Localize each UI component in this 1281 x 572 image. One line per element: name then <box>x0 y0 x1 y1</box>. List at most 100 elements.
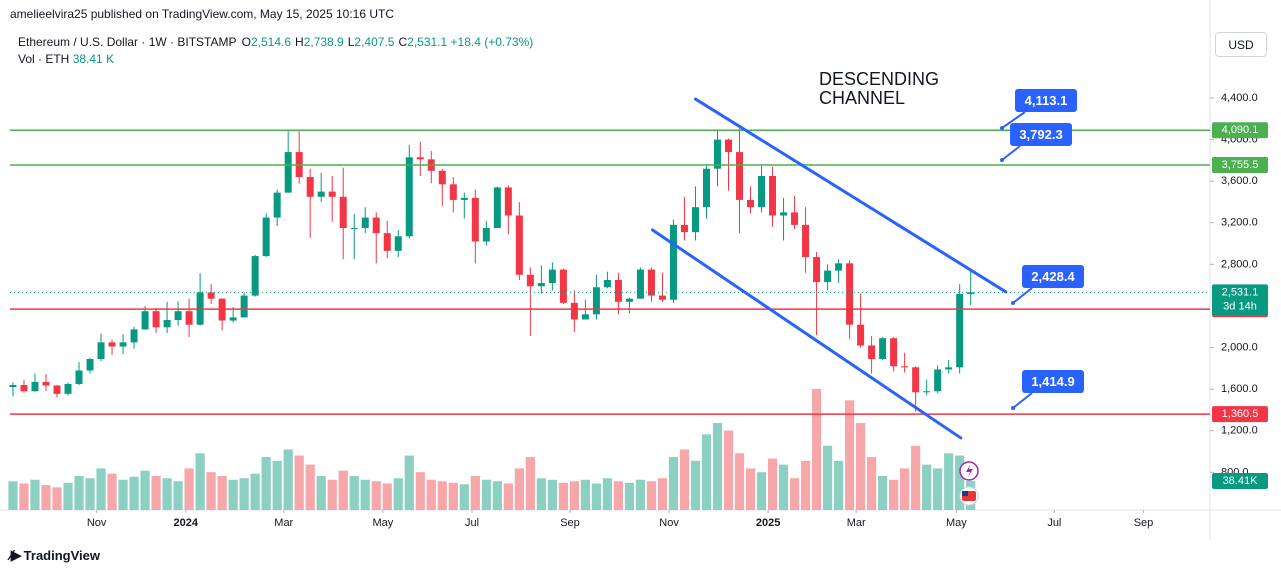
volume-bar <box>933 468 943 510</box>
volume-bar <box>338 470 348 510</box>
volume-bar <box>239 478 249 510</box>
last-price-label: 2,531.1 <box>1222 286 1259 298</box>
volume-bar <box>272 460 282 510</box>
volume-bar <box>767 458 778 510</box>
candle-body <box>879 338 887 360</box>
currency-button[interactable]: USD <box>1215 32 1267 57</box>
volume-bar <box>327 479 337 510</box>
volume-bar <box>878 475 888 510</box>
candle-body <box>394 236 402 251</box>
candle-body <box>736 152 744 200</box>
volume-bar <box>173 481 183 510</box>
x-tick-label: Jul <box>465 517 479 529</box>
volume-bar <box>712 423 723 510</box>
candle-body <box>824 270 832 283</box>
candle-body <box>725 139 733 153</box>
candle-body <box>471 197 479 242</box>
candle-body <box>42 381 50 386</box>
candle-body <box>262 217 270 257</box>
x-tick-label: Jul <box>1047 517 1061 529</box>
volume-bar <box>723 430 734 510</box>
candle-body <box>614 279 622 302</box>
volume-bar <box>789 478 800 510</box>
candle-body <box>625 298 633 302</box>
volume-bar <box>558 482 568 510</box>
volume-bar <box>283 449 293 510</box>
volume-bar <box>668 457 679 510</box>
volume-bar <box>305 464 315 510</box>
candle-body <box>945 367 953 370</box>
ohlc-key: O <box>241 35 251 49</box>
callout-pointer <box>1012 287 1033 304</box>
volume-bar <box>19 483 29 510</box>
callout-box <box>1015 89 1077 112</box>
y-tick-label: 1,600.0 <box>1221 383 1258 395</box>
volume-bar <box>316 475 326 510</box>
volume-bar <box>129 476 139 510</box>
volume-bar <box>922 464 932 510</box>
volume-bar <box>415 472 425 510</box>
ohlc-value: 2,407.5 <box>354 35 395 49</box>
candle-body <box>923 391 931 393</box>
candle-body <box>548 269 556 284</box>
candle-body <box>813 257 821 283</box>
candle-body <box>835 263 843 271</box>
volume-bar <box>426 479 436 510</box>
volume-bar <box>206 472 216 510</box>
candle-body <box>251 256 259 296</box>
volume-bar <box>261 457 271 510</box>
candle-body <box>86 359 94 371</box>
candle-body <box>141 311 149 330</box>
candle-body <box>857 324 865 346</box>
volume-bar <box>360 479 370 510</box>
volume-bar <box>195 453 205 510</box>
volume-bar <box>349 475 359 510</box>
candle-body <box>504 187 512 216</box>
candle-body <box>680 224 688 233</box>
candle-body <box>956 294 964 368</box>
volume-legend: Vol · ETH 38.41 K <box>18 52 114 66</box>
x-tick-label: 2025 <box>756 517 780 529</box>
trendline <box>693 97 1008 294</box>
candle-body <box>802 224 810 258</box>
volume-bar <box>481 479 491 510</box>
candle-body <box>537 283 545 287</box>
callout-label: 3,792.3 <box>1019 127 1062 142</box>
callout-label: 1,414.9 <box>1031 374 1074 389</box>
volume-name: Vol · ETH <box>18 52 70 66</box>
volume-bar <box>646 481 657 510</box>
volume-bar <box>63 482 73 510</box>
volume-bar <box>393 478 403 510</box>
candle-body <box>339 196 347 228</box>
candle-body <box>53 385 61 394</box>
candle-body <box>273 192 281 218</box>
candle-body <box>229 317 237 321</box>
candle-body <box>702 168 710 208</box>
volume-bar <box>602 478 613 510</box>
volume-bar <box>580 479 590 510</box>
ohlc-value: 2,531.1 <box>407 35 448 49</box>
volume-bar <box>382 483 392 510</box>
volume-bar <box>503 483 513 510</box>
level-label: 1,360.5 <box>1222 408 1259 420</box>
candle-body <box>163 320 171 328</box>
candle-body <box>152 311 160 328</box>
annotation: DESCENDING CHANNEL <box>819 69 940 108</box>
volume-bar <box>679 449 690 510</box>
candle-body <box>284 152 292 193</box>
volume-tag-label: 38.41K <box>1223 475 1259 487</box>
candle-body <box>769 175 777 216</box>
y-tick-label: 2,800.0 <box>1221 258 1258 270</box>
event-icon-bolt <box>966 465 973 477</box>
volume-bar <box>459 484 469 510</box>
candle-body <box>119 342 127 347</box>
callout-dot <box>1011 406 1015 410</box>
x-tick-label: Sep <box>1134 517 1154 529</box>
candle-body <box>361 217 369 228</box>
y-tick-label: 3,600.0 <box>1221 175 1258 187</box>
x-tick-label: May <box>946 517 967 529</box>
publisher-line: amelieelvira25 published on TradingView.… <box>10 7 394 21</box>
volume-bar <box>756 472 767 510</box>
candle-body <box>791 212 799 225</box>
